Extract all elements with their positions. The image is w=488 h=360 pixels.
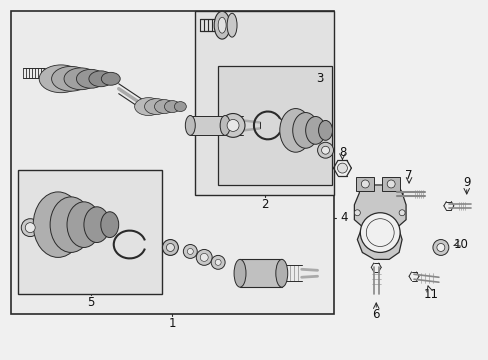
Ellipse shape	[25, 223, 35, 233]
Ellipse shape	[211, 255, 224, 269]
Ellipse shape	[33, 192, 83, 257]
Bar	[218, 66, 332, 185]
Ellipse shape	[164, 100, 180, 113]
Ellipse shape	[185, 116, 195, 135]
Circle shape	[398, 210, 404, 216]
Ellipse shape	[64, 68, 98, 90]
Circle shape	[360, 213, 399, 252]
Ellipse shape	[196, 249, 212, 265]
Ellipse shape	[215, 260, 221, 265]
Ellipse shape	[218, 17, 225, 33]
Text: 9: 9	[462, 176, 469, 189]
Ellipse shape	[279, 109, 311, 152]
Ellipse shape	[144, 99, 168, 114]
Ellipse shape	[50, 197, 92, 252]
Ellipse shape	[200, 253, 208, 261]
Text: 10: 10	[452, 238, 467, 251]
Circle shape	[361, 180, 368, 188]
Bar	[190, 116, 224, 135]
Ellipse shape	[220, 116, 230, 135]
Text: 2: 2	[261, 198, 268, 211]
Ellipse shape	[134, 98, 162, 116]
Ellipse shape	[226, 120, 239, 131]
Text: 8: 8	[338, 146, 346, 159]
Circle shape	[337, 163, 346, 173]
Ellipse shape	[166, 243, 174, 251]
Ellipse shape	[292, 113, 318, 148]
Text: 11: 11	[423, 288, 438, 301]
Text: 7: 7	[405, 168, 412, 181]
Circle shape	[354, 210, 360, 216]
Ellipse shape	[101, 72, 120, 85]
Text: 4: 4	[340, 211, 347, 224]
Ellipse shape	[174, 102, 186, 112]
Ellipse shape	[318, 121, 332, 140]
Bar	[11, 11, 334, 314]
Ellipse shape	[67, 202, 101, 247]
Circle shape	[436, 243, 444, 251]
Ellipse shape	[52, 66, 90, 91]
Ellipse shape	[187, 248, 193, 255]
Ellipse shape	[221, 113, 244, 137]
Bar	[195, 11, 334, 195]
Ellipse shape	[84, 207, 109, 243]
Ellipse shape	[321, 146, 329, 154]
Ellipse shape	[183, 244, 197, 258]
Text: 1: 1	[168, 318, 176, 330]
Text: 6: 6	[372, 309, 379, 321]
Ellipse shape	[76, 69, 105, 88]
Circle shape	[432, 239, 448, 255]
Ellipse shape	[162, 239, 178, 255]
Polygon shape	[354, 185, 405, 260]
Ellipse shape	[21, 219, 39, 237]
Ellipse shape	[317, 142, 333, 158]
Ellipse shape	[101, 212, 119, 238]
Ellipse shape	[89, 71, 113, 87]
Ellipse shape	[305, 117, 325, 144]
Bar	[382, 177, 399, 191]
Ellipse shape	[226, 13, 237, 37]
Text: 3: 3	[315, 72, 323, 85]
Bar	[18, 170, 162, 294]
Text: 5: 5	[87, 296, 94, 309]
Ellipse shape	[234, 260, 245, 287]
Ellipse shape	[39, 65, 83, 93]
Circle shape	[386, 180, 394, 188]
Ellipse shape	[154, 100, 174, 113]
Ellipse shape	[214, 11, 230, 39]
Bar	[356, 177, 373, 191]
Bar	[240, 260, 281, 287]
Ellipse shape	[275, 260, 287, 287]
